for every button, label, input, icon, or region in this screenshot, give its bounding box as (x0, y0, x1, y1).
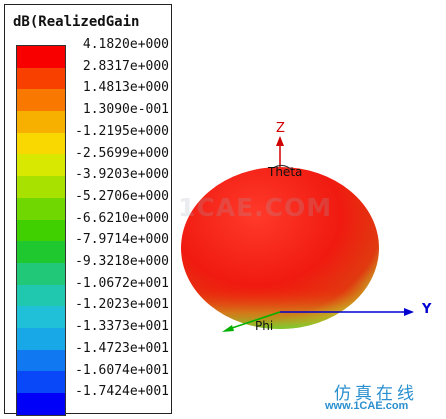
brand-text-cn: 仿真在线 (334, 384, 418, 404)
legend-panel: dB(RealizedGain 4.1820e+000 2.8317e+000 1.… (4, 4, 172, 416)
legend-swatch (17, 306, 65, 328)
legend-title: dB(RealizedGain (13, 14, 140, 30)
legend-value: -1.2195e+000 (75, 123, 169, 139)
theta-arc (272, 164, 293, 171)
legend-value: -1.4723e+001 (75, 340, 169, 356)
legend-swatch (17, 132, 65, 155)
legend-swatch (17, 67, 65, 90)
legend-swatch (17, 262, 65, 285)
legend-color-scale (16, 45, 66, 416)
legend-value: -9.3218e+000 (75, 254, 169, 269)
legend-value: 4.1820e+000 (82, 37, 169, 52)
legend-value: -6.6210e+000 (75, 210, 169, 226)
legend-swatch (17, 393, 65, 415)
legend-swatch (17, 89, 65, 112)
x-axis-line (225, 311, 281, 331)
x-axis-arrowhead (222, 325, 234, 332)
legend-swatch (17, 46, 65, 68)
legend-swatch (17, 241, 65, 263)
z-axis-arrowhead (276, 136, 284, 146)
y-axis-arrowhead (404, 308, 414, 316)
legend-value: 2.8317e+000 (82, 58, 169, 74)
legend-value: 1.4813e+000 (82, 80, 169, 96)
legend-value: -7.9714e+000 (75, 232, 169, 248)
legend-swatch (17, 349, 65, 372)
legend-value: -3.9203e+000 (75, 167, 169, 183)
legend-swatch (17, 154, 65, 177)
watermark: 1CAE.COM (178, 193, 333, 222)
z-axis-label: Z (276, 121, 285, 136)
legend-swatch (17, 111, 65, 133)
legend-swatch (17, 327, 65, 350)
y-axis-label: Y (422, 302, 432, 317)
legend-value: 1.3090e-001 (82, 102, 169, 118)
lobe-bottom-shading (181, 167, 379, 329)
legend-value: -5.2706e+000 (75, 188, 169, 204)
legend-value: -2.5699e+000 (75, 145, 169, 161)
legend-swatch (17, 371, 65, 393)
legend-value: -1.6074e+001 (75, 362, 169, 378)
legend-value: -1.2023e+001 (75, 297, 169, 313)
legend-swatch (17, 176, 65, 198)
legend-value: -1.0672e+001 (75, 275, 169, 291)
legend-value: -1.7424e+001 (75, 384, 169, 400)
brand-url[interactable]: www.1CAE.com (325, 400, 409, 412)
phi-label: Phi (255, 319, 274, 333)
legend-swatch (17, 219, 65, 242)
legend-swatch (17, 284, 65, 307)
legend-value: -1.3373e+001 (75, 319, 169, 335)
theta-label: Theta (268, 165, 303, 179)
legend-swatch (17, 197, 65, 220)
